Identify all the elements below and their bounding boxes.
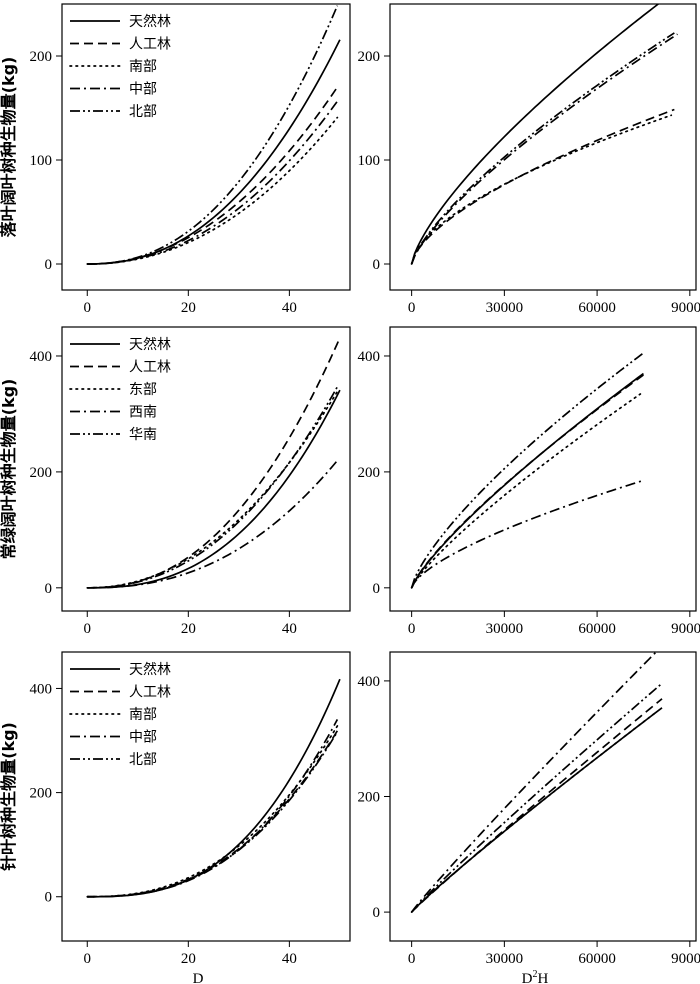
x-tick-label: 0 <box>84 300 92 316</box>
x-axis-label: D <box>193 971 204 984</box>
x-tick-label: 40 <box>282 300 297 316</box>
y-tick-label: 200 <box>30 786 53 802</box>
series-line-中部 <box>87 719 339 898</box>
y-axis-label: 针叶树种生物量(kg) <box>0 722 18 871</box>
series-line-天然林 <box>410 4 660 265</box>
y-tick-label: 400 <box>358 674 381 690</box>
legend-label: 华南 <box>129 427 157 443</box>
series-line-华南 <box>87 386 339 589</box>
x-tick-label: 20 <box>181 951 196 967</box>
x-tick-label: 40 <box>282 951 297 967</box>
series-line-北部 <box>87 5 339 265</box>
legend-label: 人工林 <box>129 360 171 376</box>
series-line-中部 <box>410 33 678 265</box>
x-tick-label: 0 <box>408 951 416 967</box>
series-line-天然林 <box>410 372 644 589</box>
series-line-天然林 <box>87 389 341 589</box>
y-tick-label: 100 <box>30 153 53 169</box>
y-tick-label: 200 <box>358 790 381 806</box>
legend-label: 天然林 <box>129 13 171 30</box>
legend-label: 人工林 <box>129 685 171 701</box>
x-tick-label: 60000 <box>578 621 616 637</box>
x-tick-label: 60000 <box>578 300 616 316</box>
x-tick-label: 0 <box>84 951 92 967</box>
series-line-人工林 <box>87 86 339 265</box>
y-tick-label: 400 <box>30 349 53 365</box>
legend-label: 东部 <box>129 382 157 398</box>
y-tick-label: 0 <box>373 905 381 921</box>
series-line-人工林 <box>87 730 339 898</box>
legend-label: 人工林 <box>129 37 171 53</box>
y-tick-label: 200 <box>358 49 381 65</box>
x-tick-label: 0 <box>84 621 92 637</box>
x-tick-label: 40 <box>282 621 297 637</box>
series-line-中部 <box>87 100 339 265</box>
series-line-南部 <box>410 114 673 265</box>
x-tick-label: 20 <box>181 621 196 637</box>
series-line-天然林 <box>411 707 663 913</box>
x-tick-label: 60000 <box>578 951 616 967</box>
legend-label: 北部 <box>129 752 157 768</box>
series-line-西南 <box>87 459 339 589</box>
plot-frame <box>389 326 697 612</box>
x-tick-label: 20 <box>181 300 196 316</box>
series-line-人工林 <box>87 337 341 589</box>
series-line-人工林 <box>410 108 675 265</box>
legend-label: 北部 <box>129 104 157 120</box>
series-line-南部 <box>86 725 339 898</box>
legend-label: 南部 <box>129 59 157 75</box>
plot-frame <box>61 326 351 612</box>
y-tick-label: 0 <box>45 257 53 273</box>
y-tick-label: 400 <box>30 681 53 697</box>
x-tick-label: 30000 <box>486 300 524 316</box>
y-tick-label: 0 <box>373 581 381 597</box>
x-tick-label: 30000 <box>486 951 524 967</box>
legend-label: 中部 <box>129 82 157 98</box>
series-line-南部 <box>410 712 656 913</box>
legend-label: 西南 <box>129 405 157 421</box>
x-tick-label: 30000 <box>486 621 524 637</box>
series-line-人工林 <box>410 374 644 589</box>
series-line-华南 <box>410 352 644 589</box>
y-tick-label: 0 <box>45 581 53 597</box>
y-axis-label: 落叶阔叶树种生物量(kg) <box>0 57 18 238</box>
x-tick-label: 0 <box>408 300 416 316</box>
y-axis-label: 常绿阔叶树种生物量(kg) <box>0 379 18 560</box>
legend-label: 天然林 <box>129 336 171 353</box>
plot-frame <box>389 3 697 291</box>
series-line-北部 <box>87 731 339 898</box>
plot-frame <box>61 651 351 942</box>
series-line-中部 <box>410 652 658 913</box>
x-axis-label: D2H <box>522 969 549 984</box>
y-tick-label: 100 <box>358 153 381 169</box>
plot-frame <box>61 3 351 291</box>
y-tick-label: 400 <box>358 349 381 365</box>
y-tick-label: 0 <box>45 890 53 906</box>
legend-label: 中部 <box>129 730 157 746</box>
y-tick-label: 200 <box>358 465 381 481</box>
series-line-人工林 <box>411 698 663 913</box>
legend-label: 天然林 <box>129 661 171 678</box>
series-line-西南 <box>410 479 644 589</box>
x-tick-label: 0 <box>408 621 416 637</box>
series-line-北部 <box>410 682 663 913</box>
y-tick-label: 0 <box>373 257 381 273</box>
legend-label: 南部 <box>129 707 157 723</box>
y-tick-label: 200 <box>30 49 53 65</box>
y-tick-label: 200 <box>30 465 53 481</box>
series-line-北部 <box>410 32 675 265</box>
